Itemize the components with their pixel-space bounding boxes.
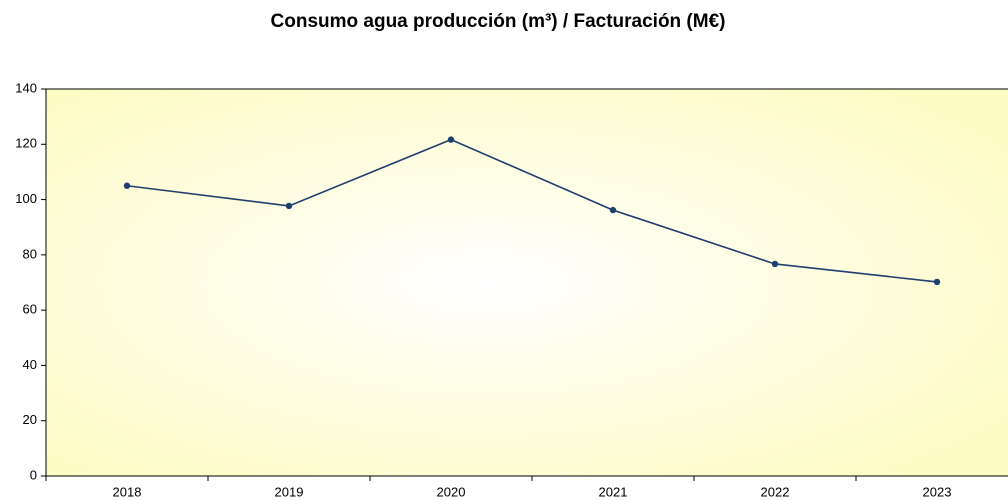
x-tick-label: 2023: [923, 484, 952, 499]
y-tick-label: 80: [23, 246, 37, 261]
y-tick-label: 140: [15, 80, 37, 95]
x-tick-label: 2020: [437, 484, 466, 499]
line: [126, 138, 938, 283]
x-tick-label: 2019: [275, 484, 304, 499]
x-tick-label: 2022: [761, 484, 790, 499]
x-tick-label: 2018: [113, 484, 142, 499]
x-tick-label: 2021: [599, 484, 628, 499]
y-tick-label: 100: [15, 191, 37, 206]
point: [933, 278, 941, 286]
chart-title: Consumo agua producción (m³) / Facturaci…: [271, 11, 726, 32]
y-tick-label: 60: [23, 302, 37, 317]
point: [609, 206, 617, 214]
y-tick-label: 20: [23, 412, 37, 427]
plot-area: [45, 88, 1008, 477]
point: [771, 260, 779, 268]
point: [123, 182, 131, 189]
y-tick-label: 120: [15, 136, 37, 151]
y-tick-label: 40: [23, 357, 37, 372]
point: [447, 136, 455, 143]
y-tick-label: 0: [30, 467, 37, 482]
point: [285, 202, 293, 210]
